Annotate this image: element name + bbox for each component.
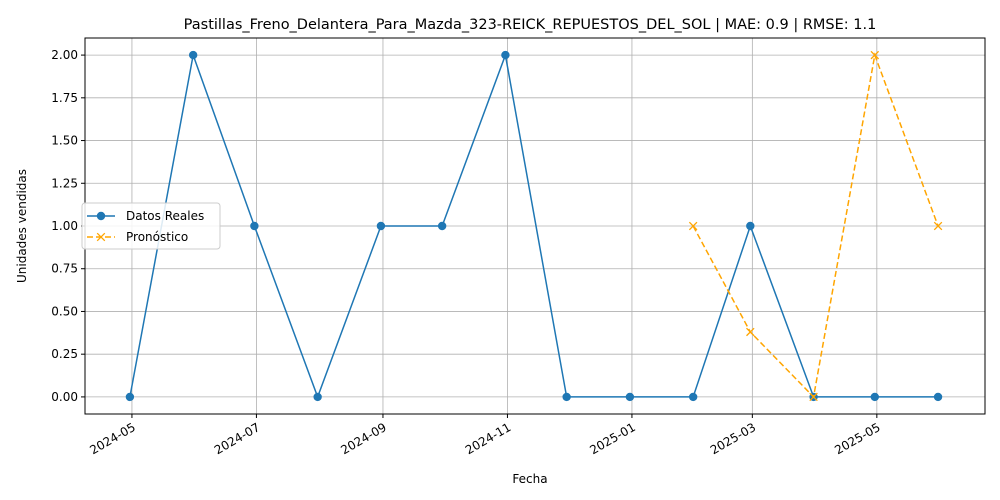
legend-entry: Pronóstico bbox=[87, 230, 188, 244]
y-axis-label: Unidades vendidas bbox=[15, 169, 29, 283]
legend-label: Pronóstico bbox=[126, 230, 188, 244]
x-axis-label: Fecha bbox=[512, 472, 547, 486]
x-tick-label: 2024-09 bbox=[338, 420, 388, 457]
legend-box bbox=[81, 202, 221, 250]
data-point bbox=[188, 50, 198, 60]
legend-marker bbox=[96, 232, 106, 242]
y-tick-label: 1.50 bbox=[51, 134, 78, 148]
y-tick-label: 1.75 bbox=[51, 91, 78, 105]
data-point bbox=[870, 50, 880, 60]
data-point bbox=[870, 392, 879, 402]
y-tick-label: 0.50 bbox=[51, 304, 78, 318]
series-layer bbox=[125, 50, 943, 402]
x-tick-label: 2025-01 bbox=[587, 420, 637, 457]
y-tick-label: 2.00 bbox=[51, 48, 78, 62]
data-point bbox=[688, 221, 698, 231]
chart-title: Pastillas_Freno_Delantera_Para_Mazda_323… bbox=[184, 17, 877, 33]
data-point bbox=[688, 392, 698, 402]
series-2 bbox=[688, 50, 943, 402]
grid bbox=[85, 38, 985, 414]
x-tick-label: 2025-05 bbox=[832, 420, 882, 457]
data-point bbox=[809, 392, 818, 402]
data-point bbox=[933, 392, 943, 402]
data-point bbox=[562, 392, 571, 402]
x-tick-label: 2024-11 bbox=[463, 420, 513, 457]
data-point bbox=[746, 327, 755, 337]
data-point bbox=[933, 221, 943, 231]
legend: Datos Reales Pronóstico bbox=[81, 202, 221, 250]
y-tick-label: 1.25 bbox=[51, 176, 78, 190]
legend-entry: Datos Reales bbox=[87, 209, 204, 223]
data-point bbox=[501, 50, 510, 60]
x-tick-label: 2025-03 bbox=[708, 420, 758, 457]
y-tick-label: 1.00 bbox=[51, 219, 78, 233]
x-tick-label: 2024-07 bbox=[212, 420, 262, 457]
data-point bbox=[625, 392, 635, 402]
series-1 bbox=[125, 50, 943, 402]
legend-label: Datos Reales bbox=[126, 209, 204, 223]
data-point bbox=[250, 221, 259, 231]
x-tick-label: 2024-05 bbox=[87, 420, 137, 457]
data-point bbox=[125, 392, 135, 402]
data-point bbox=[437, 221, 447, 231]
x-axis: 2024-05 2024-07 2024-09 2024-11 2025-01 2025-… bbox=[87, 414, 883, 457]
y-axis: 0.00 0.25 0.50 0.75 1.00 1.25 1.50 1.75 2.00 bbox=[51, 48, 85, 404]
data-point bbox=[313, 392, 322, 402]
data-point bbox=[746, 221, 755, 231]
data-point bbox=[376, 221, 386, 231]
y-tick-label: 0.00 bbox=[51, 390, 78, 404]
series-line bbox=[129, 52, 939, 400]
legend-marker bbox=[96, 211, 106, 221]
y-tick-label: 0.75 bbox=[51, 262, 78, 276]
y-tick-label: 0.25 bbox=[51, 347, 78, 361]
